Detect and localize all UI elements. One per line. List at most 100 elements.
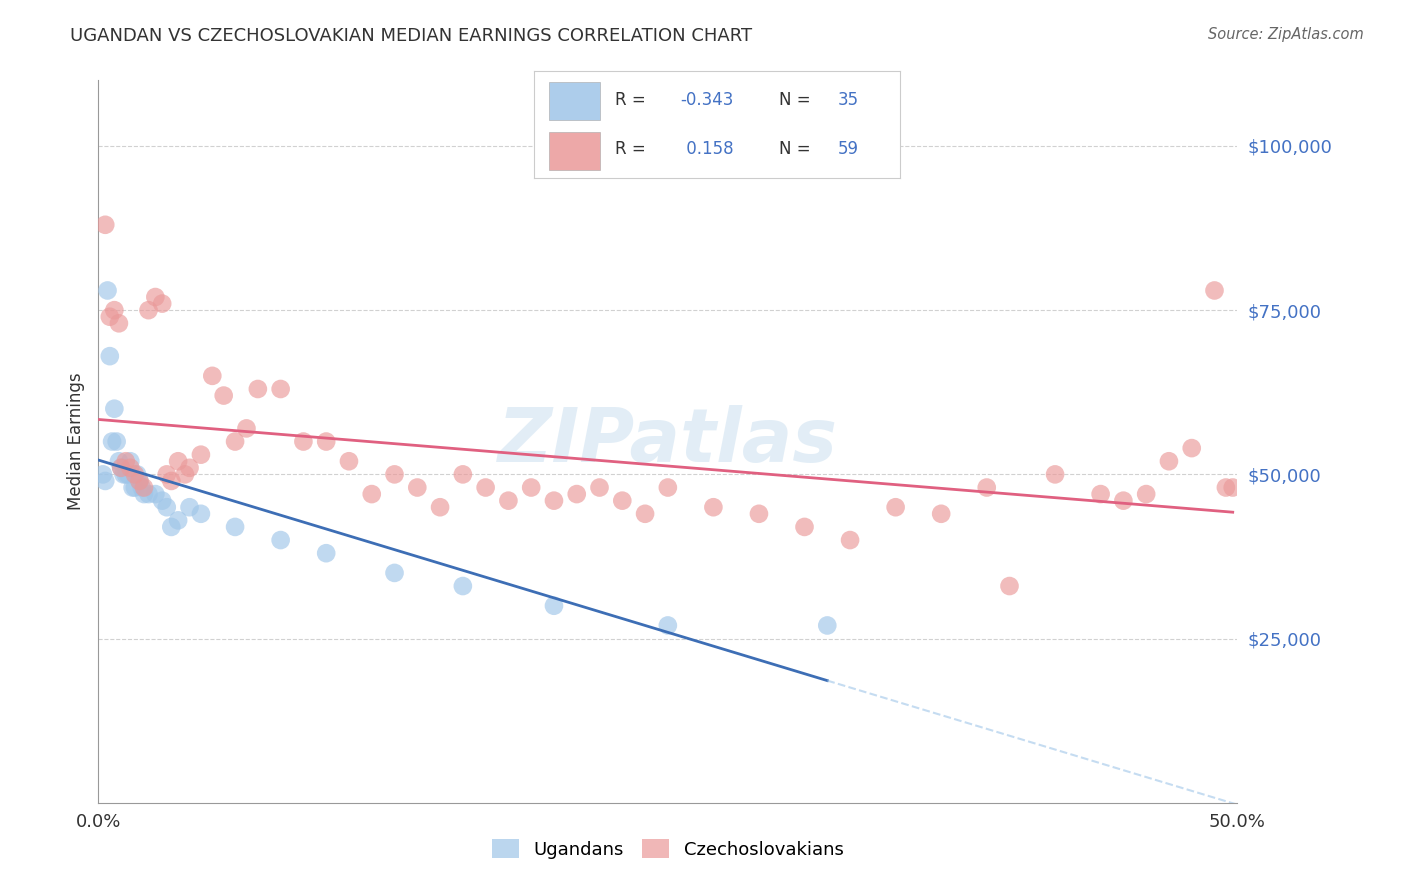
Point bbox=[167, 513, 190, 527]
Point bbox=[976, 481, 998, 495]
Point bbox=[1157, 454, 1180, 468]
Point bbox=[235, 421, 257, 435]
Point bbox=[190, 507, 212, 521]
Point bbox=[657, 481, 679, 495]
Point bbox=[138, 303, 160, 318]
Point bbox=[103, 401, 125, 416]
Point bbox=[384, 467, 406, 482]
Text: ZIPatlas: ZIPatlas bbox=[498, 405, 838, 478]
Point bbox=[108, 316, 131, 330]
Point bbox=[98, 349, 121, 363]
Point bbox=[224, 434, 246, 449]
Point bbox=[451, 579, 474, 593]
Point bbox=[360, 487, 382, 501]
Point bbox=[156, 500, 179, 515]
FancyBboxPatch shape bbox=[548, 82, 600, 120]
Point bbox=[246, 382, 269, 396]
Point bbox=[91, 467, 114, 482]
Point bbox=[1112, 493, 1135, 508]
Point bbox=[1043, 467, 1066, 482]
Point bbox=[108, 454, 131, 468]
Point bbox=[105, 434, 128, 449]
Point bbox=[612, 493, 634, 508]
Point bbox=[112, 467, 135, 482]
Point bbox=[1222, 481, 1244, 495]
Text: 0.158: 0.158 bbox=[681, 141, 733, 159]
Point bbox=[103, 303, 125, 318]
Point bbox=[201, 368, 224, 383]
Point bbox=[124, 481, 146, 495]
Point bbox=[132, 481, 155, 495]
Point bbox=[121, 481, 143, 495]
Point bbox=[543, 493, 565, 508]
Point bbox=[292, 434, 315, 449]
Text: R =: R = bbox=[614, 141, 651, 159]
Point bbox=[145, 487, 167, 501]
Point bbox=[174, 467, 197, 482]
Point bbox=[657, 618, 679, 632]
Point bbox=[128, 474, 150, 488]
Text: N =: N = bbox=[779, 91, 815, 109]
Point bbox=[224, 520, 246, 534]
Text: -0.343: -0.343 bbox=[681, 91, 734, 109]
Point bbox=[114, 467, 136, 482]
Point bbox=[384, 566, 406, 580]
Text: UGANDAN VS CZECHOSLOVAKIAN MEDIAN EARNINGS CORRELATION CHART: UGANDAN VS CZECHOSLOVAKIAN MEDIAN EARNIN… bbox=[70, 27, 752, 45]
Point bbox=[156, 467, 179, 482]
Point bbox=[565, 487, 588, 501]
Point bbox=[94, 474, 117, 488]
Point bbox=[1135, 487, 1157, 501]
Point bbox=[160, 474, 183, 488]
Point bbox=[1090, 487, 1112, 501]
Point bbox=[127, 467, 149, 482]
Point bbox=[1215, 481, 1237, 495]
Point bbox=[474, 481, 496, 495]
Text: Source: ZipAtlas.com: Source: ZipAtlas.com bbox=[1208, 27, 1364, 42]
Point bbox=[884, 500, 907, 515]
Point bbox=[702, 500, 724, 515]
Y-axis label: Median Earnings: Median Earnings bbox=[66, 373, 84, 510]
Point bbox=[998, 579, 1021, 593]
Point bbox=[110, 460, 132, 475]
Point bbox=[498, 493, 520, 508]
Point bbox=[110, 460, 132, 475]
Point bbox=[98, 310, 121, 324]
Point bbox=[128, 474, 150, 488]
Text: 59: 59 bbox=[838, 141, 859, 159]
Point bbox=[124, 467, 146, 482]
Point bbox=[114, 454, 136, 468]
Point bbox=[337, 454, 360, 468]
Point bbox=[1181, 441, 1204, 455]
Point bbox=[543, 599, 565, 613]
Point bbox=[96, 284, 118, 298]
Point bbox=[160, 520, 183, 534]
Legend: Ugandans, Czechoslovakians: Ugandans, Czechoslovakians bbox=[485, 832, 851, 866]
Point bbox=[212, 388, 235, 402]
Point bbox=[145, 290, 167, 304]
Point bbox=[270, 382, 292, 396]
Point bbox=[1204, 284, 1226, 298]
Point bbox=[167, 454, 190, 468]
Point bbox=[132, 487, 155, 501]
Point bbox=[406, 481, 429, 495]
Point bbox=[815, 618, 838, 632]
Text: N =: N = bbox=[779, 141, 815, 159]
Point bbox=[270, 533, 292, 547]
Point bbox=[315, 434, 337, 449]
Point bbox=[839, 533, 862, 547]
Point bbox=[120, 454, 142, 468]
Text: R =: R = bbox=[614, 91, 651, 109]
Point bbox=[520, 481, 543, 495]
Point bbox=[634, 507, 657, 521]
Point bbox=[451, 467, 474, 482]
Point bbox=[588, 481, 610, 495]
Point bbox=[131, 481, 153, 495]
Text: 35: 35 bbox=[838, 91, 859, 109]
Point bbox=[138, 487, 160, 501]
Point bbox=[117, 467, 139, 482]
Point bbox=[120, 460, 142, 475]
Point bbox=[429, 500, 451, 515]
Point bbox=[748, 507, 770, 521]
Point bbox=[101, 434, 124, 449]
Point bbox=[929, 507, 952, 521]
